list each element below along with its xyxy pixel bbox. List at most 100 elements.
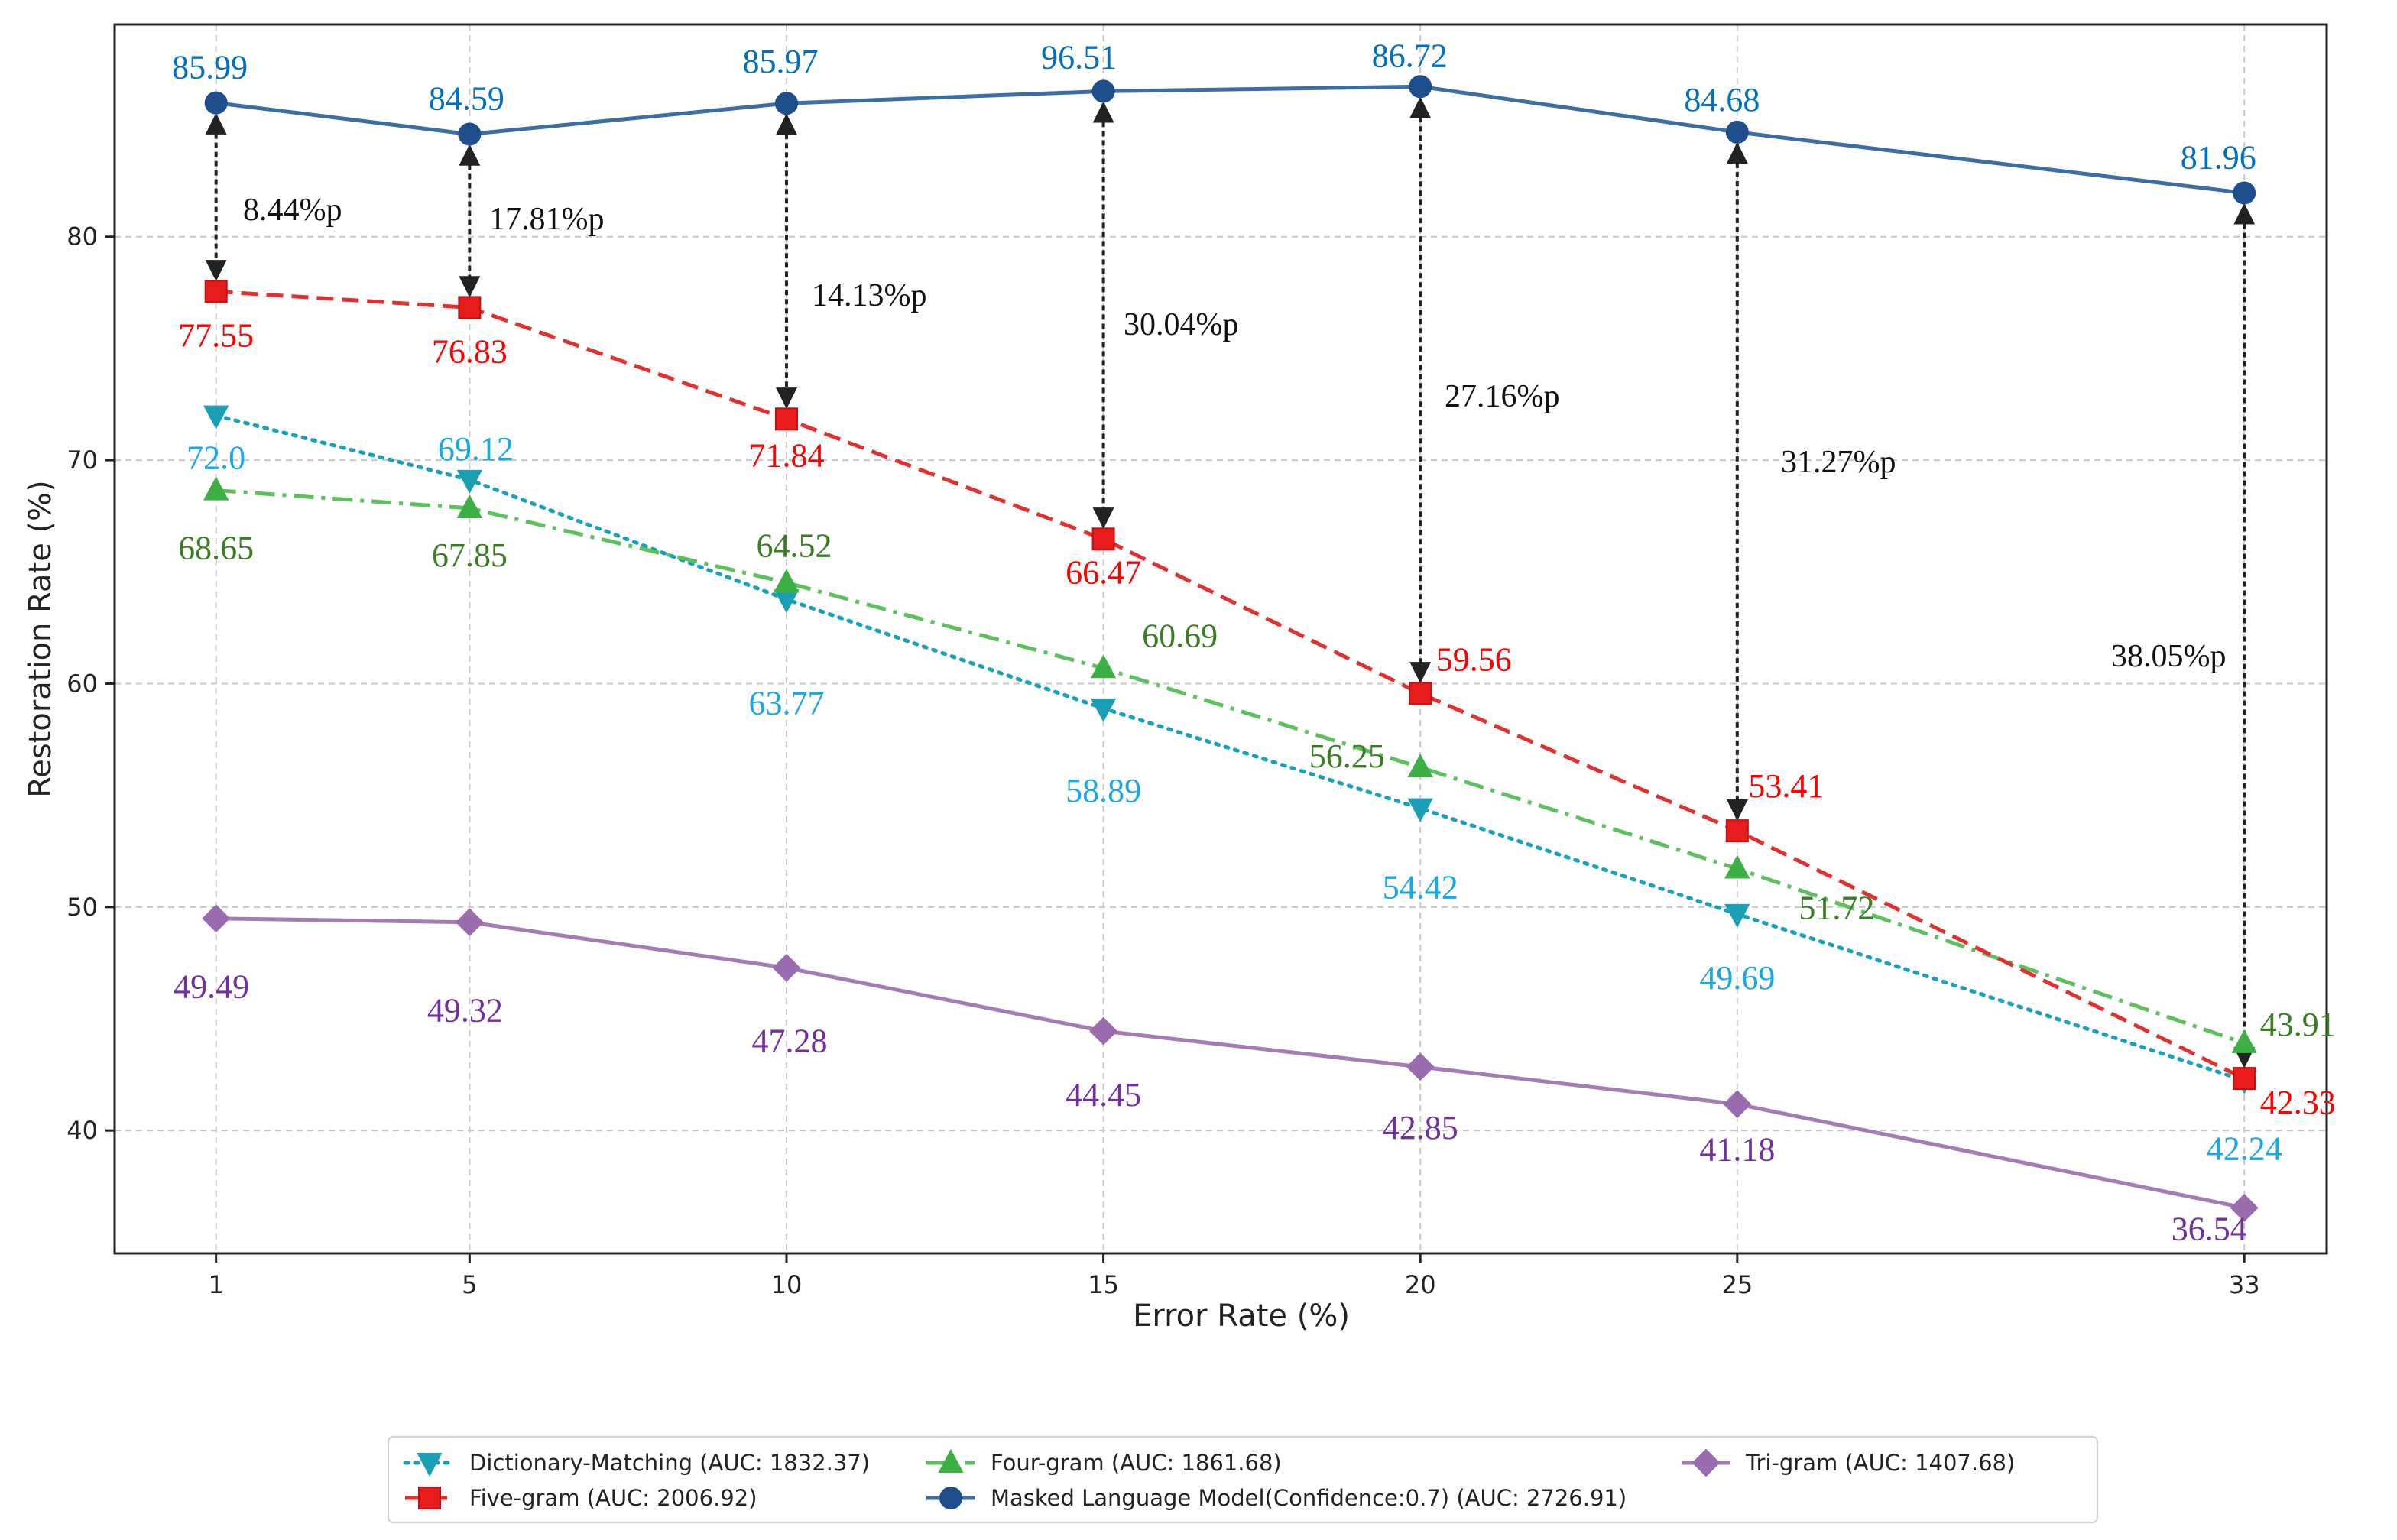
value-label: 43.91 [2260, 1006, 2336, 1043]
legend-label: Masked Language Model(Confidence:0.7) (A… [991, 1485, 1627, 1511]
value-label: 56.25 [1309, 738, 1385, 775]
triangle-up-marker [456, 494, 483, 518]
diamond-marker [1692, 1448, 1721, 1477]
legend: Dictionary-Matching (AUC: 1832.37) Five-g… [388, 1436, 2098, 1523]
triangle-up-marker [2231, 1029, 2257, 1053]
triangle-up-marker [774, 569, 800, 593]
series-layer [202, 75, 2259, 1222]
diamond-marker [202, 904, 231, 933]
value-label: 84.68 [1684, 81, 1760, 118]
circle-marker [1725, 120, 1749, 144]
value-label: 49.32 [427, 992, 503, 1029]
value-label: 60.69 [1142, 617, 1218, 654]
value-label: 96.51 [1041, 38, 1117, 76]
diamond-marker [1406, 1052, 1435, 1081]
triangle-down-marker [417, 1453, 443, 1477]
gap-annotation: 8.44%p [243, 193, 342, 228]
x-tick-label: 33 [2229, 1270, 2260, 1299]
x-axis-title: Error Rate (%) [1133, 1298, 1350, 1334]
square-marker [1409, 682, 1432, 705]
value-label: 64.52 [756, 527, 832, 564]
value-label: 36.54 [2172, 1210, 2247, 1247]
gap-annotation: 31.27%p [1781, 445, 1896, 480]
square-marker [774, 407, 798, 431]
circle-marker [2233, 181, 2256, 205]
y-tick-label: 50 [66, 893, 98, 922]
value-label: 84.59 [429, 80, 504, 118]
y-tick-label: 60 [66, 669, 98, 698]
value-label: 63.77 [748, 684, 824, 721]
triangle-up-marker [203, 476, 229, 501]
triangle-down-marker [203, 405, 229, 430]
gap-arrows [205, 96, 2256, 1068]
diamond-marker [455, 908, 484, 937]
value-label: 86.72 [1372, 37, 1448, 74]
triangle-up-marker [1407, 753, 1433, 778]
value-label: 85.97 [742, 43, 818, 80]
value-label: 85.99 [172, 49, 248, 86]
x-tick-label: 10 [771, 1270, 803, 1299]
diamond-marker [1089, 1016, 1118, 1046]
x-tick-label: 15 [1088, 1270, 1119, 1299]
gap-labels: 8.44%p 17.81%p 14.13%p 30.04%p 27.16%p 31.27%… [243, 193, 2227, 674]
gap-annotation: 27.16%p [1445, 379, 1560, 414]
legend-label: Four-gram (AUC: 1861.68) [991, 1450, 1282, 1476]
value-label: 68.65 [178, 530, 254, 567]
value-label: 77.55 [178, 316, 254, 354]
value-label: 44.45 [1066, 1076, 1141, 1114]
value-label: 54.42 [1383, 869, 1458, 906]
gap-annotation: 38.05%p [2111, 639, 2227, 674]
value-label: 42.85 [1383, 1109, 1458, 1146]
legend-label: Dictionary-Matching (AUC: 1832.37) [469, 1450, 870, 1476]
plot-frame [113, 23, 2328, 1255]
value-label: 67.85 [432, 537, 508, 574]
value-label: 81.96 [2181, 138, 2256, 176]
square-marker [458, 296, 482, 319]
triangle-up-marker [938, 1448, 964, 1473]
y-tick-label: 70 [66, 446, 98, 475]
circle-marker [204, 91, 228, 115]
value-label: 72.0 [187, 439, 245, 477]
value-label: 51.72 [1799, 890, 1874, 927]
value-label: 66.47 [1066, 553, 1141, 591]
square-marker [1725, 819, 1749, 843]
legend-box [388, 1436, 2098, 1523]
circle-marker [1409, 75, 1432, 99]
value-label: 76.83 [432, 332, 508, 370]
value-label: 53.41 [1748, 767, 1824, 805]
triangle-down-marker [456, 469, 483, 494]
triangle-up-marker [1090, 654, 1117, 679]
y-tick-label: 80 [66, 222, 98, 251]
value-label: 59.56 [1436, 640, 1512, 678]
x-tick-label: 25 [1721, 1270, 1753, 1299]
diamond-marker [772, 953, 801, 982]
x-tick-label: 20 [1405, 1270, 1436, 1299]
value-label: 42.24 [2207, 1130, 2282, 1168]
value-label: 49.69 [1699, 959, 1775, 997]
value-labels: 72.0 69.12 63.77 58.89 54.42 49.69 42.24 68.65 6… [172, 37, 2336, 1247]
triangle-down-marker [1090, 698, 1117, 723]
x-tick-label: 1 [208, 1270, 223, 1299]
value-label: 42.33 [2260, 1084, 2336, 1121]
value-label: 47.28 [751, 1022, 827, 1059]
x-tick-label: 5 [462, 1270, 477, 1299]
diamond-marker [2230, 1193, 2259, 1222]
value-label: 49.49 [174, 968, 249, 1006]
legend-label: Five-gram (AUC: 2006.92) [469, 1485, 757, 1511]
gap-annotation: 14.13%p [812, 278, 927, 313]
legend-label: Tri-gram (AUC: 1407.68) [1745, 1450, 2015, 1476]
value-label: 58.89 [1066, 772, 1141, 809]
gap-annotation: 30.04%p [1124, 307, 1239, 342]
square-marker [204, 280, 228, 303]
circle-marker [939, 1487, 962, 1509]
circle-marker [774, 92, 798, 115]
circle-marker [458, 122, 482, 146]
value-label: 69.12 [438, 430, 514, 468]
value-label: 41.18 [1699, 1131, 1775, 1169]
triangle-up-marker [1724, 854, 1750, 879]
y-tick-label: 40 [66, 1116, 98, 1145]
triangle-down-marker [1407, 798, 1433, 822]
